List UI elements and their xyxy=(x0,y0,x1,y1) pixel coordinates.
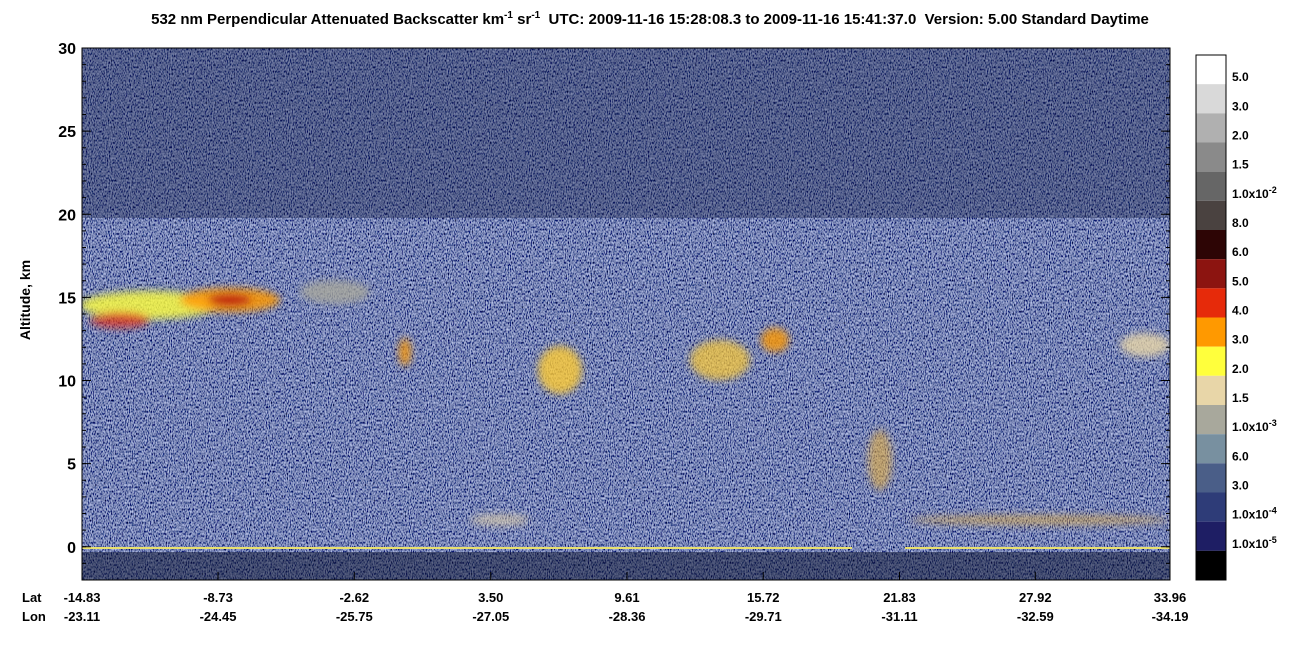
lat-tick-label: -2.62 xyxy=(339,590,369,605)
colorbar-swatch xyxy=(1196,375,1226,405)
chart-title: 532 nm Perpendicular Attenuated Backscat… xyxy=(151,10,1149,28)
colorbar-label: 2.0 xyxy=(1232,362,1249,376)
colorbar-label-text: 3.0 xyxy=(1232,99,1249,113)
colorbar-swatch xyxy=(1196,434,1226,464)
colorbar-label-text: 3.0 xyxy=(1232,333,1249,347)
colorbar-swatch xyxy=(1196,84,1226,114)
colorbar-label: 6.0 xyxy=(1232,449,1249,463)
colorbar-label-text: 2.0 xyxy=(1232,129,1249,143)
colorbar-label-text: 6.0 xyxy=(1232,449,1249,463)
colorbar-swatch xyxy=(1196,317,1226,347)
colorbar-label: 1.0x10-2 xyxy=(1232,185,1277,201)
colorbar-label-text: 5.0 xyxy=(1232,70,1249,84)
lon-tick-label: -27.05 xyxy=(472,609,509,624)
colorbar-label-text: 3.0 xyxy=(1232,479,1249,493)
colorbar-label-text: 2.0 xyxy=(1232,362,1249,376)
lon-tick-label: -34.19 xyxy=(1152,609,1189,624)
colorbar-label: 3.0 xyxy=(1232,333,1249,347)
lon-tick-label: -24.45 xyxy=(200,609,237,624)
colorbar-swatch xyxy=(1196,550,1226,580)
colorbar-label: 1.5 xyxy=(1232,391,1249,405)
lon-tick-label: -29.71 xyxy=(745,609,782,624)
colorbar-label: 5.0 xyxy=(1232,70,1249,84)
colorbar-swatch xyxy=(1196,55,1226,85)
colorbar-label-text: 4.0 xyxy=(1232,304,1249,318)
colorbar-swatch xyxy=(1196,142,1226,172)
y-tick-label: 25 xyxy=(58,124,76,141)
lat-tick-label: 21.83 xyxy=(883,590,916,605)
colorbar-swatch xyxy=(1196,113,1226,143)
colorbar-label-exp: -4 xyxy=(1269,506,1277,516)
colorbar-swatch xyxy=(1196,405,1226,435)
y-tick-label: 0 xyxy=(67,540,76,557)
lat-row-label: Lat xyxy=(22,590,42,605)
lon-tick-label: -31.11 xyxy=(881,609,917,624)
colorbar-label: 4.0 xyxy=(1232,304,1249,318)
colorbar-swatch xyxy=(1196,521,1226,551)
y-tick-label: 20 xyxy=(58,207,76,224)
colorbar-label: 1.0x10-5 xyxy=(1232,535,1277,551)
colorbar-label-text: 1.0x10 xyxy=(1232,537,1269,551)
colorbar-frame xyxy=(1195,54,1227,581)
y-tick-label: 15 xyxy=(58,290,76,307)
colorbar-label-text: 1.5 xyxy=(1232,158,1249,172)
colorbar-label: 1.0x10-4 xyxy=(1232,506,1277,522)
colorbar-swatch xyxy=(1196,346,1226,376)
colorbar-label: 2.0 xyxy=(1232,129,1249,143)
colorbar-label-text: 6.0 xyxy=(1232,245,1249,259)
y-tick-label: 30 xyxy=(58,41,76,58)
colorbar-label: 6.0 xyxy=(1232,245,1249,259)
colorbar-label: 8.0 xyxy=(1232,216,1249,230)
colorbar-label-text: 1.0x10 xyxy=(1232,420,1269,434)
colorbar-swatch xyxy=(1196,463,1226,493)
colorbar-label-exp: -5 xyxy=(1269,535,1277,545)
lon-tick-label: -25.75 xyxy=(336,609,373,624)
colorbar-label-exp: -3 xyxy=(1269,418,1277,428)
lat-tick-label: -8.73 xyxy=(203,590,233,605)
colorbar-swatch xyxy=(1196,259,1226,289)
colorbar-label-text: 1.5 xyxy=(1232,391,1249,405)
colorbar-label-exp: -2 xyxy=(1269,185,1277,195)
colorbar-label: 1.0x10-3 xyxy=(1232,418,1277,434)
colorbar-label-text: 1.0x10 xyxy=(1232,187,1269,201)
colorbar-swatch xyxy=(1196,200,1226,230)
colorbar-label-text: 8.0 xyxy=(1232,216,1249,230)
colorbar-swatch xyxy=(1196,230,1226,260)
y-tick-label: 10 xyxy=(58,374,76,391)
lon-row-label: Lon xyxy=(22,609,46,624)
y-axis-label: Altitude, km xyxy=(17,260,33,340)
colorbar-label-text: 1.0x10 xyxy=(1232,508,1269,522)
colorbar-label: 1.5 xyxy=(1232,158,1249,172)
colorbar-swatch xyxy=(1196,171,1226,201)
lon-tick-label: -28.36 xyxy=(609,609,646,624)
lat-tick-label: -14.83 xyxy=(64,590,101,605)
colorbar-label: 3.0 xyxy=(1232,99,1249,113)
lat-tick-label: 9.61 xyxy=(614,590,639,605)
colorbar-label-text: 5.0 xyxy=(1232,274,1249,288)
lat-tick-label: 15.72 xyxy=(747,590,780,605)
curtain-image xyxy=(82,48,1170,580)
lat-tick-label: 27.92 xyxy=(1019,590,1052,605)
y-tick-label: 5 xyxy=(67,457,76,474)
colorbar-swatch xyxy=(1196,492,1226,522)
lat-tick-label: 33.96 xyxy=(1154,590,1187,605)
colorbar-label: 3.0 xyxy=(1232,479,1249,493)
lat-tick-label: 3.50 xyxy=(478,590,503,605)
colorbar-label: 5.0 xyxy=(1232,274,1249,288)
lon-tick-label: -23.11 xyxy=(64,609,100,624)
lon-tick-label: -32.59 xyxy=(1017,609,1054,624)
colorbar-swatch xyxy=(1196,288,1226,318)
